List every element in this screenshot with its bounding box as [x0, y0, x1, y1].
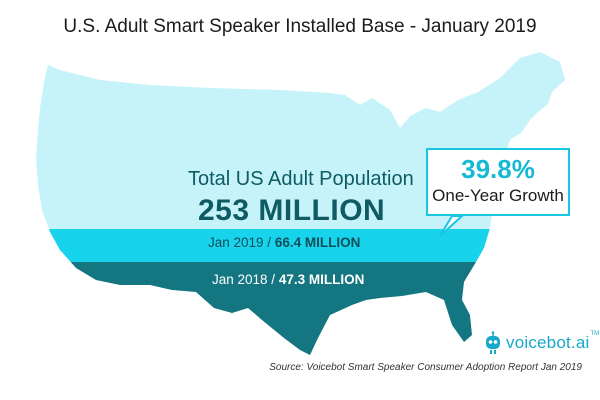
logo-text: voicebot.ai: [506, 333, 590, 352]
population-value: 253 MILLION: [198, 194, 386, 227]
jan-2018-label: Jan 2018 / 47.3 MILLION: [212, 272, 364, 287]
chart-title: U.S. Adult Smart Speaker Installed Base …: [63, 16, 537, 37]
source-note: Source: Voicebot Smart Speaker Consumer …: [269, 362, 582, 373]
jan-2019-period: Jan 2019 /: [208, 235, 272, 250]
jan-2019-band: [36, 229, 565, 262]
callout-pointer: [439, 215, 465, 237]
jan-2019-label: Jan 2019 / 66.4 MILLION: [208, 235, 360, 250]
logo-trademark: TM: [590, 331, 600, 337]
growth-percent: 39.8%: [461, 154, 535, 184]
population-label: Total US Adult Population: [188, 168, 414, 190]
growth-callout: 39.8% One-Year Growth: [426, 148, 570, 216]
voicebot-logo: voicebot.ai TM: [484, 331, 599, 355]
jan-2019-value: 66.4 MILLION: [274, 235, 361, 250]
jan-2018-period: Jan 2018 /: [212, 272, 276, 287]
jan-2018-value: 47.3 MILLION: [278, 272, 365, 287]
robot-icon: [486, 331, 500, 354]
growth-label: One-Year Growth: [432, 186, 564, 205]
